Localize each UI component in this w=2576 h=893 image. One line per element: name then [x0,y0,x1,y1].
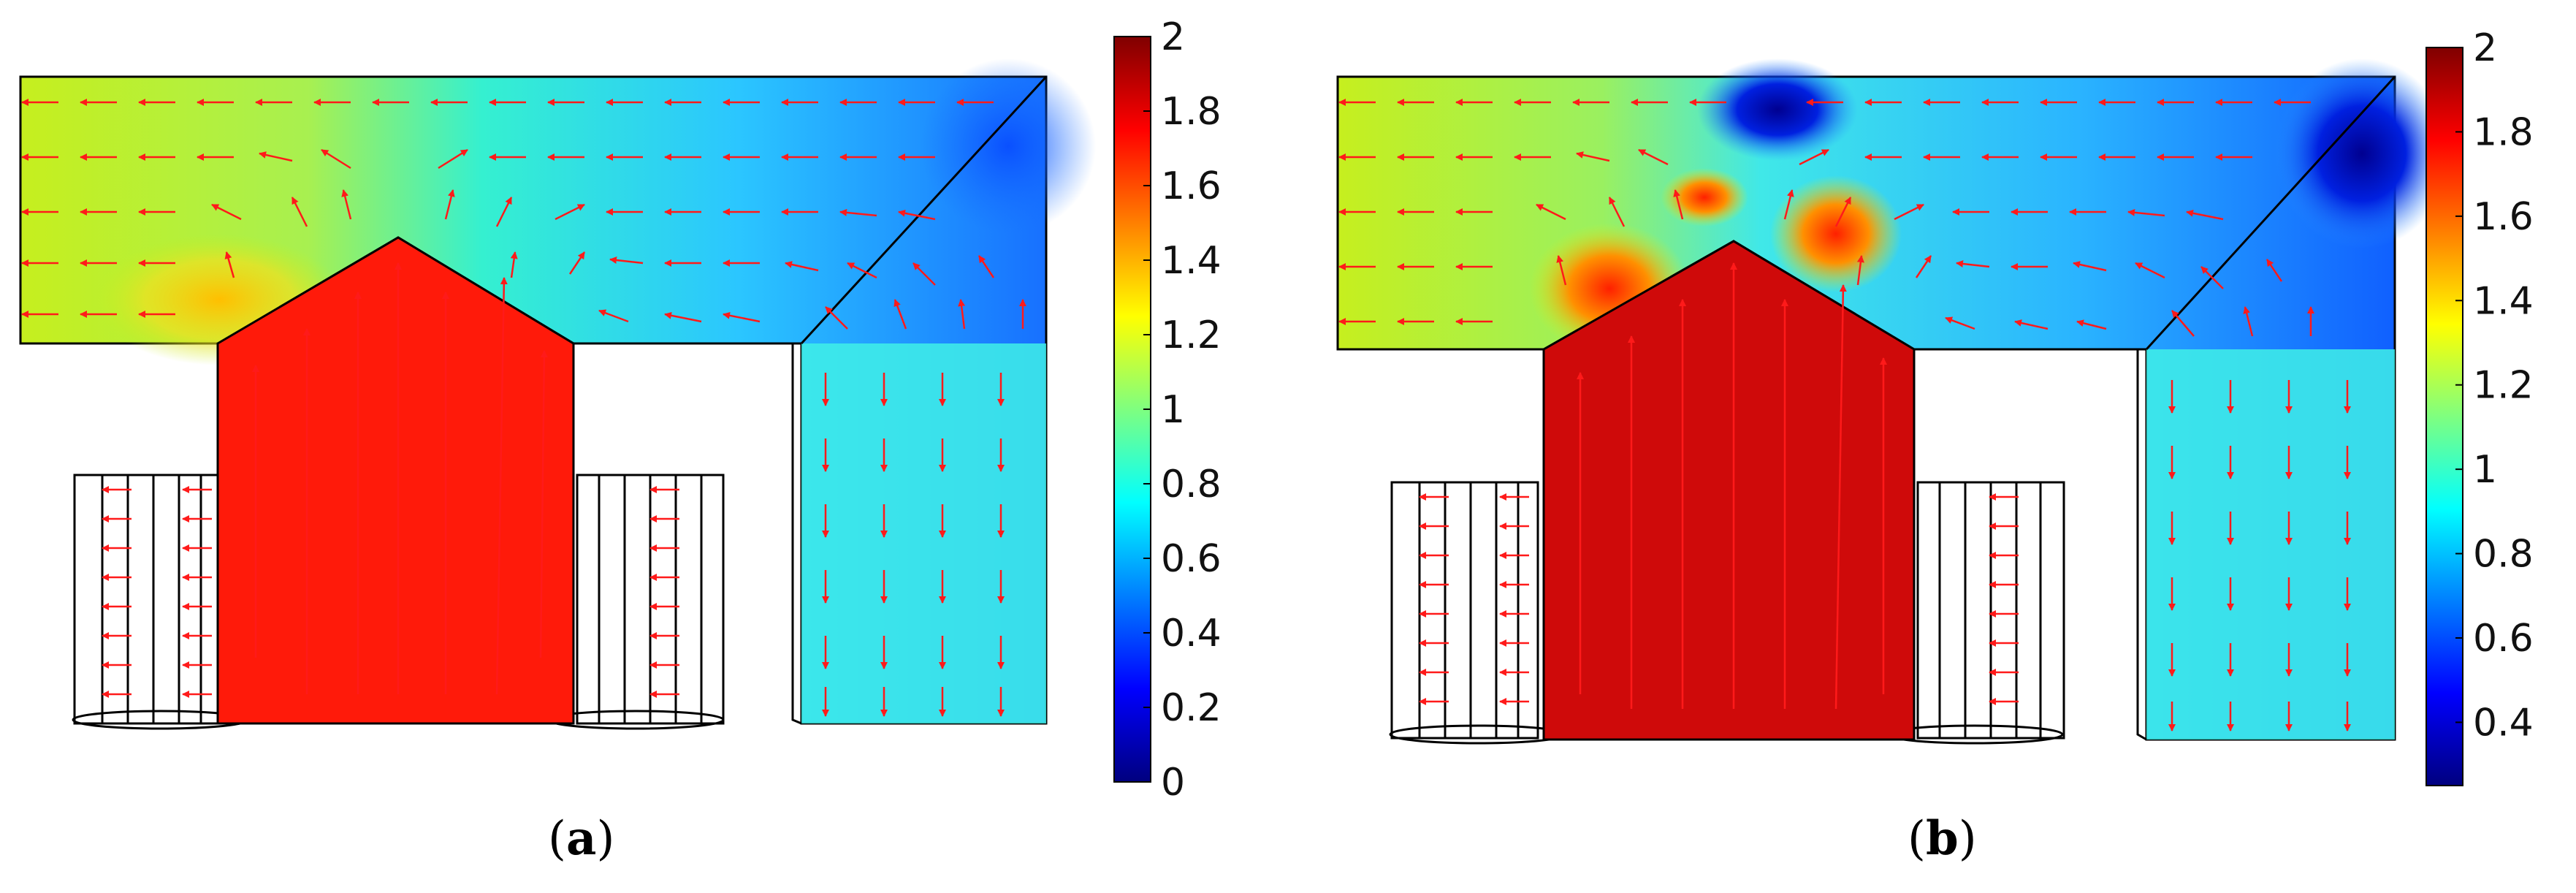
colorbar-tick-label: 0 [1161,761,1185,805]
colorbar-tick-label: 0.2 [1161,686,1222,730]
colorbar-b [2426,48,2463,786]
field-plot-b: 0.4 0.6 0.8 1 1.2 1.4 1.6 1.8 2 [1336,26,2534,786]
colorbar-tick-label: 0.6 [2473,617,2534,661]
colorbar-frame [2426,47,2463,786]
colorbar-tick-label: 1.6 [2473,195,2534,239]
colorbar-tick-label: 0.8 [1161,463,1222,506]
flux-arrows-b [1338,99,2351,732]
panel-a: 0 0.2 0.4 0.6 0.8 1 1.2 1.4 1.6 1.8 2 (a) [19,15,1222,866]
colorbar-tick-label: 1.2 [1161,314,1222,357]
colorbar-tick-label: 1 [1161,388,1185,432]
colorbar-tick-label: 1 [2473,448,2497,492]
colorbar-ticks-a: 0 0.2 0.4 0.6 0.8 1 1.2 1.4 1.6 1.8 2 [1113,15,1222,805]
colorbar-tick-label: 1.4 [2473,279,2534,323]
colorbar-tick-label: 0.4 [1161,612,1222,656]
panel-label-b: (b) [1908,811,1977,866]
panel-label-a: (a) [548,811,615,866]
yoke-b [1336,58,2450,741]
yoke-a [19,58,1096,725]
colorbar-tick-label: 0.8 [2473,533,2534,577]
colorbar-tick-label: 0.4 [2473,701,2534,745]
colorbar-ticks-b: 0.4 0.6 0.8 1 1.2 1.4 1.6 1.8 2 [2426,26,2534,786]
coil-left-a [72,474,250,730]
panel-b: 0.4 0.6 0.8 1 1.2 1.4 1.6 1.8 2 (b) [1288,0,2576,893]
coil-left-b [1389,481,1567,745]
field-plot-a: 0 0.2 0.4 0.6 0.8 1 1.2 1.4 1.6 1.8 2 [19,15,1222,805]
colorbar-tick-label: 2 [1161,15,1185,59]
colorbar-tick-label: 1.6 [1161,164,1222,208]
coil-right-b [1886,481,2065,745]
colorbar-tick-label: 0.6 [1161,537,1222,581]
colorbar-frame [1113,36,1151,783]
pole-b [1542,240,1916,741]
colorbar-tick-label: 1.2 [2473,364,2534,408]
colorbar-tick-label: 1.8 [2473,110,2534,154]
colorbar-tick-label: 1.8 [1161,90,1222,134]
colorbar-tick-label: 1.4 [1161,239,1222,283]
flux-arrows-a [21,99,1026,717]
colorbar-tick-label: 2 [2473,26,2497,70]
